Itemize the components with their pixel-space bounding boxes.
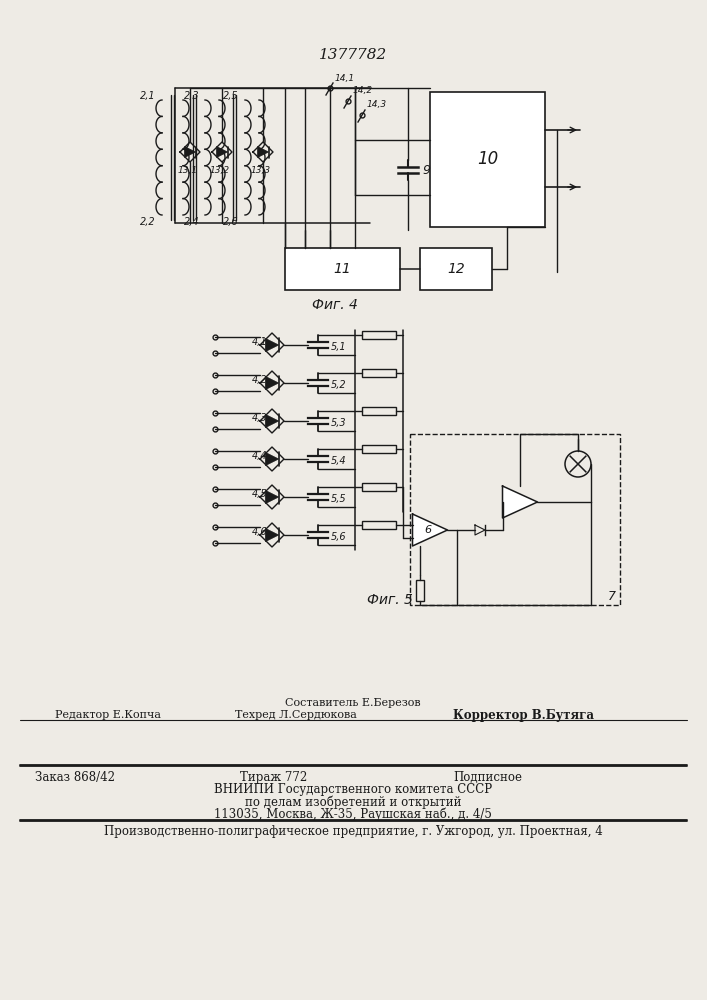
Polygon shape bbox=[185, 146, 196, 157]
Text: 5,3: 5,3 bbox=[331, 418, 346, 428]
Polygon shape bbox=[265, 528, 279, 542]
Text: 4,4: 4,4 bbox=[252, 451, 267, 461]
Polygon shape bbox=[257, 146, 269, 157]
Text: 5,6: 5,6 bbox=[331, 532, 346, 542]
Text: 11: 11 bbox=[334, 262, 351, 276]
Text: 5,1: 5,1 bbox=[331, 342, 346, 352]
Text: 2,6: 2,6 bbox=[223, 217, 239, 227]
Polygon shape bbox=[265, 452, 279, 466]
Bar bbox=[362, 407, 396, 415]
Text: 7: 7 bbox=[608, 590, 616, 603]
Text: Тираж 772: Тираж 772 bbox=[240, 770, 308, 784]
Text: 2,2: 2,2 bbox=[140, 217, 156, 227]
Text: Редактор Е.Копча: Редактор Е.Копча bbox=[55, 710, 161, 720]
Text: 4,2: 4,2 bbox=[252, 375, 267, 385]
Text: 113035, Москва, Ж-35, Раушская наб., д. 4/5: 113035, Москва, Ж-35, Раушская наб., д. … bbox=[214, 807, 492, 821]
Text: 10: 10 bbox=[477, 150, 498, 168]
Text: 13,3: 13,3 bbox=[251, 165, 271, 174]
Text: 12: 12 bbox=[447, 262, 465, 276]
Text: 4,6: 4,6 bbox=[252, 527, 267, 537]
Bar bbox=[416, 580, 424, 600]
Text: по делам изобретений и открытий: по делам изобретений и открытий bbox=[245, 795, 461, 809]
Text: 2,1: 2,1 bbox=[140, 91, 156, 101]
Text: Производственно-полиграфическое предприятие, г. Ужгород, ул. Проектная, 4: Производственно-полиграфическое предприя… bbox=[104, 826, 602, 838]
Text: 14,3: 14,3 bbox=[367, 101, 387, 109]
Text: 2,5: 2,5 bbox=[223, 91, 239, 101]
Polygon shape bbox=[265, 338, 279, 352]
Bar bbox=[430, 92, 545, 227]
Text: 2,3: 2,3 bbox=[185, 91, 200, 101]
Polygon shape bbox=[265, 490, 279, 504]
Text: Подписное: Подписное bbox=[453, 770, 522, 784]
Text: 5,5: 5,5 bbox=[331, 494, 346, 504]
Polygon shape bbox=[216, 146, 228, 157]
Polygon shape bbox=[503, 486, 537, 518]
Text: 14,2: 14,2 bbox=[353, 87, 373, 96]
Text: 14,1: 14,1 bbox=[335, 74, 355, 83]
Text: 6: 6 bbox=[424, 525, 431, 535]
Bar bbox=[362, 483, 396, 491]
Text: 1377782: 1377782 bbox=[319, 48, 387, 62]
Bar bbox=[362, 369, 396, 377]
Text: Фиг. 4: Фиг. 4 bbox=[312, 298, 358, 312]
Bar bbox=[420, 248, 492, 290]
Polygon shape bbox=[265, 376, 279, 390]
Bar bbox=[285, 248, 400, 290]
Bar bbox=[362, 445, 396, 453]
Text: Заказ 868/42: Заказ 868/42 bbox=[35, 770, 115, 784]
Polygon shape bbox=[265, 414, 279, 428]
Text: 13,1: 13,1 bbox=[178, 165, 198, 174]
Text: Фиг. 5: Фиг. 5 bbox=[367, 593, 413, 607]
Text: Составитель Е.Березов: Составитель Е.Березов bbox=[285, 698, 421, 708]
Polygon shape bbox=[412, 514, 448, 546]
Text: 4,3: 4,3 bbox=[252, 413, 267, 423]
Text: 9: 9 bbox=[422, 163, 430, 176]
Text: 5,4: 5,4 bbox=[331, 456, 346, 466]
Text: Техред Л.Сердюкова: Техред Л.Сердюкова bbox=[235, 710, 357, 720]
Text: 4,5: 4,5 bbox=[252, 489, 267, 499]
Text: 5,2: 5,2 bbox=[331, 380, 346, 390]
Text: 4,1: 4,1 bbox=[252, 337, 267, 347]
Text: 13,2: 13,2 bbox=[210, 165, 230, 174]
Bar bbox=[362, 521, 396, 529]
Text: 2,4: 2,4 bbox=[185, 217, 200, 227]
Text: ВНИИПИ Государственного комитета СССР: ВНИИПИ Государственного комитета СССР bbox=[214, 784, 492, 796]
Bar bbox=[410, 434, 620, 605]
Bar bbox=[362, 331, 396, 339]
Text: Корректор В.Бутяга: Корректор В.Бутяга bbox=[453, 708, 594, 722]
